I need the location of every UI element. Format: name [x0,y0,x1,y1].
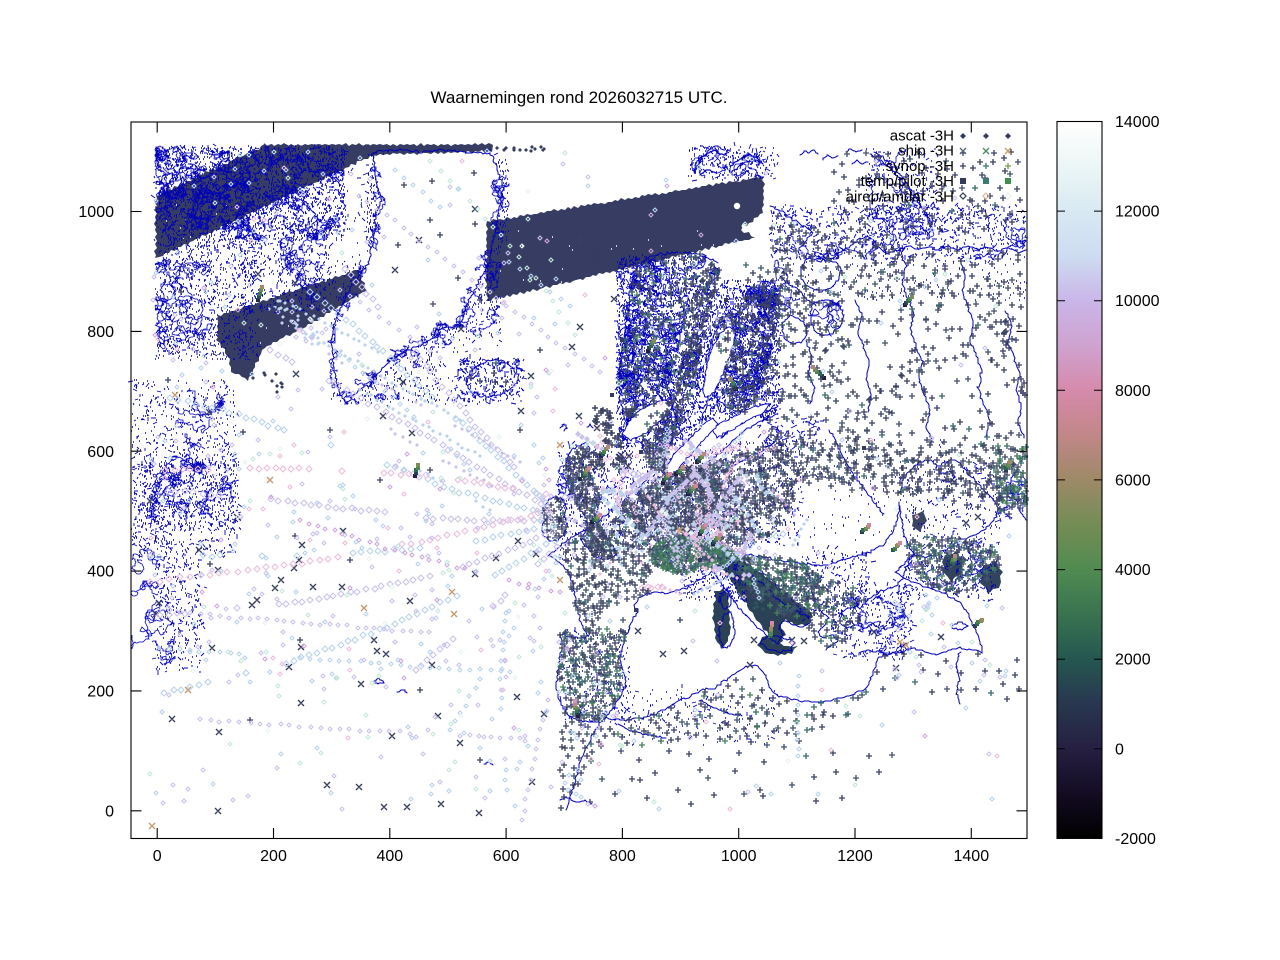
svg-text:6000: 6000 [1115,472,1151,489]
svg-text:10000: 10000 [1115,293,1160,310]
svg-text:-2000: -2000 [1115,831,1156,848]
svg-text:Waarnemingen rond 2026032715 U: Waarnemingen rond 2026032715 UTC. [430,88,727,107]
svg-text:0: 0 [153,848,162,865]
svg-text:synop -3H: synop -3H [886,158,954,175]
svg-text:400: 400 [376,848,403,865]
svg-text:200: 200 [260,848,287,865]
svg-text:1000: 1000 [78,204,114,221]
svg-text:1200: 1200 [837,848,873,865]
svg-text:ship -3H: ship -3H [898,143,954,160]
svg-text:1400: 1400 [954,848,990,865]
svg-text:ascat -3H: ascat -3H [890,128,954,145]
svg-text:600: 600 [87,444,114,461]
svg-text:12000: 12000 [1115,204,1160,221]
svg-text:8000: 8000 [1115,383,1151,400]
svg-text:800: 800 [87,324,114,341]
svg-text:800: 800 [609,848,636,865]
svg-text:400: 400 [87,564,114,581]
svg-text:0: 0 [105,803,114,820]
svg-text:4000: 4000 [1115,562,1151,579]
svg-text:200: 200 [87,683,114,700]
svg-text:airep/amdar -3H: airep/amdar -3H [846,188,954,205]
svg-text:0: 0 [1115,741,1124,758]
svg-text:1000: 1000 [721,848,757,865]
svg-text:600: 600 [493,848,520,865]
svg-text:2000: 2000 [1115,652,1151,669]
svg-text:temp/pilot -3H: temp/pilot -3H [861,173,954,190]
svg-text:14000: 14000 [1115,114,1160,131]
